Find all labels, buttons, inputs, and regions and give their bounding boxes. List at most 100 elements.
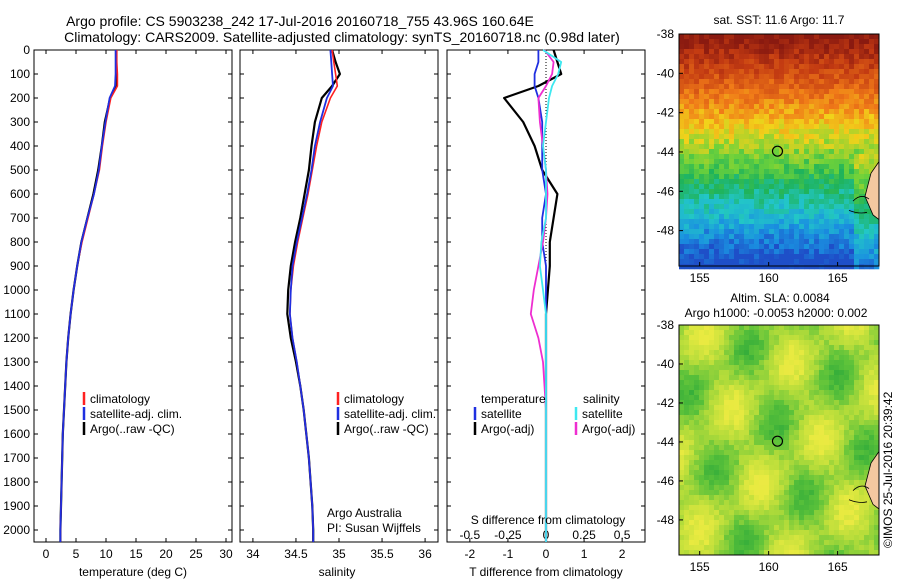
map-cell bbox=[684, 179, 690, 185]
map-cell bbox=[679, 214, 685, 220]
map-cell bbox=[764, 410, 770, 416]
map-cell bbox=[684, 104, 690, 110]
map-cell bbox=[739, 340, 745, 346]
map-cell bbox=[864, 520, 870, 526]
map-cell bbox=[699, 89, 705, 95]
map-cell bbox=[749, 164, 755, 170]
map-cell bbox=[829, 550, 835, 556]
map-cell bbox=[799, 74, 805, 80]
map-cell bbox=[744, 370, 750, 376]
map-cell bbox=[849, 430, 855, 436]
map-cell bbox=[714, 124, 720, 130]
map-cell bbox=[694, 54, 700, 60]
map-cell bbox=[809, 390, 815, 396]
map-cell bbox=[859, 550, 865, 556]
map-cell bbox=[754, 355, 760, 361]
satellite-salinity-diff-line bbox=[539, 49, 563, 542]
map-cell bbox=[769, 244, 775, 250]
map-cell bbox=[694, 450, 700, 456]
map-cell bbox=[804, 244, 810, 250]
map-cell bbox=[874, 335, 880, 341]
map-cell bbox=[724, 64, 730, 70]
map-cell bbox=[784, 254, 790, 260]
map-cell bbox=[794, 234, 800, 240]
map-cell bbox=[799, 79, 805, 85]
map-cell bbox=[744, 500, 750, 506]
map-cell bbox=[859, 59, 865, 65]
map-cell bbox=[814, 139, 820, 145]
map-cell bbox=[779, 64, 785, 70]
map-cell bbox=[724, 144, 730, 150]
map-cell bbox=[799, 475, 805, 481]
map-cell bbox=[864, 59, 870, 65]
map-cell bbox=[709, 365, 715, 371]
map-cell bbox=[779, 365, 785, 371]
map-cell bbox=[849, 450, 855, 456]
map-cell bbox=[729, 214, 735, 220]
map-cell bbox=[834, 139, 840, 145]
map-cell bbox=[764, 360, 770, 366]
map-cell bbox=[759, 330, 765, 336]
map-cell bbox=[744, 520, 750, 526]
map-cell bbox=[729, 209, 735, 215]
map-cell bbox=[759, 94, 765, 100]
map-cell bbox=[839, 159, 845, 165]
map-cell bbox=[864, 54, 870, 60]
map-cell bbox=[729, 380, 735, 386]
map-cell bbox=[789, 420, 795, 426]
map-cell bbox=[839, 345, 845, 351]
map-cell bbox=[849, 249, 855, 255]
map-cell bbox=[694, 390, 700, 396]
map-cell bbox=[694, 244, 700, 250]
map-cell bbox=[784, 425, 790, 431]
map-cell bbox=[874, 370, 880, 376]
map-cell bbox=[694, 540, 700, 546]
map-cell bbox=[754, 360, 760, 366]
map-cell bbox=[759, 480, 765, 486]
map-cell bbox=[739, 219, 745, 225]
map-cell bbox=[749, 360, 755, 366]
map-cell bbox=[739, 345, 745, 351]
map-cell bbox=[744, 430, 750, 436]
map-cell bbox=[814, 229, 820, 235]
map-cell bbox=[874, 405, 880, 411]
map-cell bbox=[819, 49, 825, 55]
map-cell bbox=[849, 515, 855, 521]
map-cell bbox=[864, 525, 870, 531]
map-cell bbox=[744, 335, 750, 341]
depth-tick-label: 2000 bbox=[3, 523, 30, 537]
map-cell bbox=[749, 375, 755, 381]
map-cell bbox=[789, 79, 795, 85]
map-cell bbox=[809, 59, 815, 65]
map-cell bbox=[784, 124, 790, 130]
map-cell bbox=[799, 550, 805, 556]
map-cell bbox=[839, 340, 845, 346]
map-cell bbox=[774, 440, 780, 446]
map-cell bbox=[844, 415, 850, 421]
map-cell bbox=[864, 360, 870, 366]
map-cell bbox=[864, 69, 870, 75]
map-cell bbox=[834, 49, 840, 55]
map-cell bbox=[784, 550, 790, 556]
map-cell bbox=[749, 385, 755, 391]
map-cell bbox=[689, 410, 695, 416]
map-cell bbox=[704, 159, 710, 165]
map-cell bbox=[869, 450, 875, 456]
map-cell bbox=[719, 234, 725, 240]
map-cell bbox=[859, 44, 865, 50]
map-cell bbox=[809, 84, 815, 90]
map-cell bbox=[814, 435, 820, 441]
map-cell bbox=[779, 239, 785, 245]
map-cell bbox=[769, 204, 775, 210]
map-cell bbox=[824, 239, 830, 245]
map-cell bbox=[739, 435, 745, 441]
map-cell bbox=[824, 254, 830, 260]
map-cell bbox=[794, 184, 800, 190]
map-cell bbox=[769, 335, 775, 341]
map-cell bbox=[824, 114, 830, 120]
map-cell bbox=[829, 184, 835, 190]
map-cell bbox=[689, 209, 695, 215]
map-cell bbox=[844, 410, 850, 416]
map-cell bbox=[839, 540, 845, 546]
map-cell bbox=[814, 239, 820, 245]
